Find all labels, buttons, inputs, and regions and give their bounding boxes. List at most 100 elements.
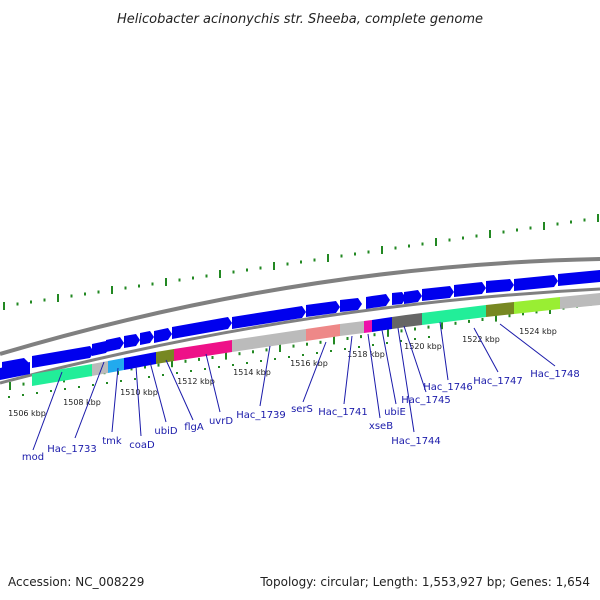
gene-arrow	[404, 290, 422, 304]
leader-line	[302, 341, 327, 403]
cog-block	[392, 315, 406, 329]
tick-dot	[176, 372, 178, 374]
tick-dot	[400, 340, 402, 342]
cog-block	[92, 361, 108, 376]
tick-dot	[64, 388, 66, 390]
kbp-label: 1512 kbp	[177, 377, 215, 386]
leader-line	[259, 345, 271, 407]
tick-dot	[22, 394, 24, 396]
gene-label: ubiE	[384, 407, 406, 418]
cog-block	[514, 297, 560, 314]
gene-arrow	[124, 334, 140, 348]
genome-summary-text: Topology: circular; Length: 1,553,927 bp…	[259, 575, 590, 589]
tick-dot	[190, 370, 192, 372]
leader-line	[205, 353, 221, 413]
gene-label: Hac_1733	[47, 444, 97, 455]
gene-label-leaders	[32, 321, 556, 451]
kbp-label: 1518 kbp	[347, 350, 385, 359]
backbone-outer	[0, 257, 600, 356]
leader-line	[473, 327, 499, 373]
gene-arrow	[232, 306, 306, 329]
cog-block	[32, 364, 92, 386]
gene-label: Hac_1748	[530, 369, 580, 380]
gene-arrow	[486, 279, 514, 293]
tick-dot	[120, 380, 122, 382]
gene-arrow	[340, 298, 362, 312]
gene-label: Hac_1745	[401, 395, 451, 406]
gene-label: mod	[22, 452, 44, 463]
cog-block	[406, 313, 422, 327]
gene-label: Hac_1741	[318, 407, 368, 418]
tick-dot	[246, 362, 248, 364]
gene-arrow	[172, 317, 232, 339]
cog-block	[0, 362, 30, 380]
cog-block	[372, 317, 392, 332]
gene-arrow-track	[2, 270, 600, 374]
leader-line	[135, 365, 142, 437]
kbp-label: 1524 kbp	[519, 327, 557, 336]
gene-label: Hac_1747	[473, 376, 523, 387]
tick-dot	[8, 396, 10, 398]
gene-arrow	[306, 301, 340, 317]
map-title: Helicobacter acinonychis str. Sheeba, co…	[117, 12, 483, 27]
gene-arrow	[558, 270, 600, 286]
tick-dot	[274, 358, 276, 360]
tick-dot	[148, 376, 150, 378]
cog-block	[124, 352, 156, 370]
tick-dot	[36, 392, 38, 394]
tick-dot	[414, 338, 416, 340]
tick-dot	[218, 366, 220, 368]
gene-label: Hac_1739	[236, 410, 286, 421]
outer-tick-row	[3, 214, 599, 310]
leader-line	[111, 367, 119, 433]
tick-dot	[134, 378, 136, 380]
gene-arrow	[154, 328, 172, 343]
tick-dot	[260, 360, 262, 362]
tick-dot	[316, 352, 318, 354]
gene-label: ubiD	[154, 426, 177, 437]
leader-line	[367, 333, 381, 419]
gene-label: Hac_1744	[391, 436, 441, 447]
cog-block	[486, 302, 514, 317]
tick-dot	[372, 344, 374, 346]
gene-arrow	[32, 346, 94, 368]
tick-dot	[106, 382, 108, 384]
kbp-label: 1520 kbp	[404, 342, 442, 351]
gene-label: coaD	[129, 440, 155, 451]
tick-dot	[428, 336, 430, 338]
cog-color-track	[0, 293, 600, 386]
leader-line	[499, 323, 556, 367]
gene-arrow	[92, 341, 110, 356]
gene-label: Hac_1746	[423, 382, 473, 393]
gene-arrow	[366, 296, 372, 309]
tick-dot	[204, 368, 206, 370]
gene-label: serS	[291, 404, 313, 415]
gene-arrow	[454, 282, 486, 297]
leader-line	[32, 371, 63, 451]
tick-dot	[358, 346, 360, 348]
tick-dot	[50, 390, 52, 392]
kbp-label: 1508 kbp	[63, 398, 101, 407]
leader-line	[343, 335, 353, 405]
cog-block	[422, 305, 486, 325]
scale-label-row: 1506 kbp 1508 kbp 1510 kbp 1512 kbp 1514…	[8, 327, 557, 418]
cog-block	[306, 324, 340, 341]
tick-dot	[330, 350, 332, 352]
gene-arrow	[422, 286, 454, 301]
gene-arrow	[514, 275, 558, 291]
leader-line	[397, 327, 415, 433]
gene-label: xseB	[369, 421, 393, 432]
tick-dot	[288, 356, 290, 358]
leader-line	[149, 361, 167, 423]
tick-dot	[162, 374, 164, 376]
backbone-inner	[0, 287, 600, 385]
gene-arrow	[372, 294, 390, 308]
gene-arrow	[392, 292, 406, 305]
kbp-label: 1510 kbp	[120, 388, 158, 397]
leader-line	[403, 325, 427, 393]
cog-block	[340, 321, 364, 336]
tick-dot	[92, 384, 94, 386]
tick-dot	[302, 354, 304, 356]
gene-label: flgA	[184, 422, 204, 433]
